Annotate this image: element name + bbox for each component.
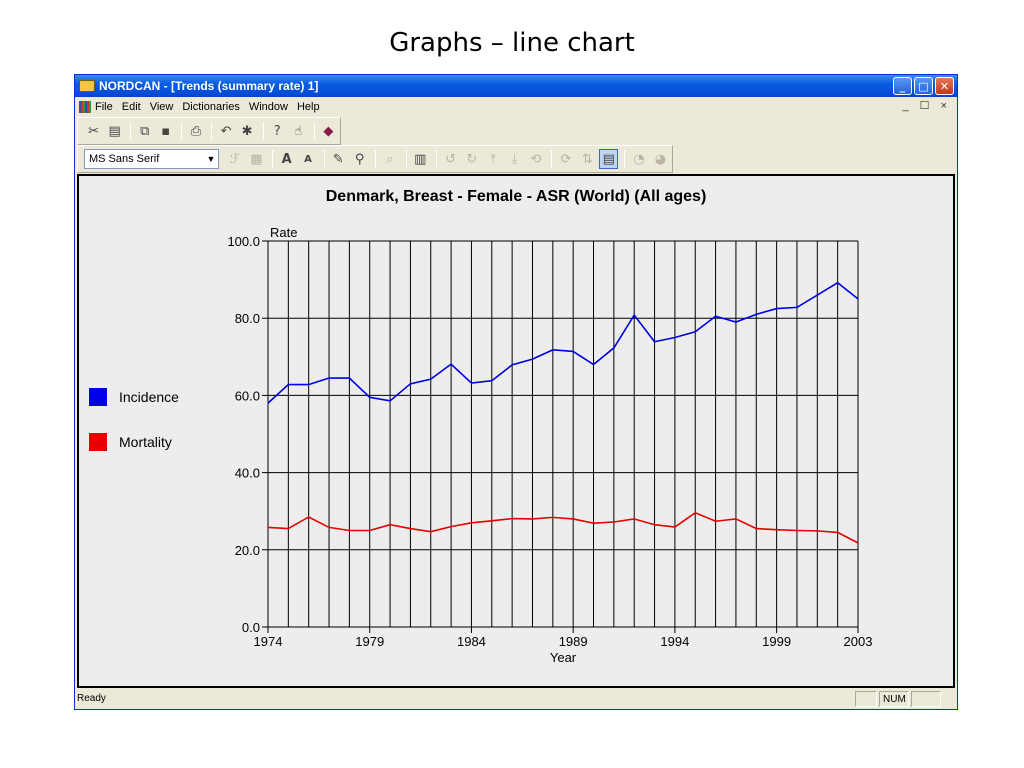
font-shrink-icon[interactable]: A [304,153,312,165]
rotate-up-icon[interactable]: ⤒ [490,151,497,167]
book-icon[interactable]: ◆ [323,123,334,139]
pie-explode-icon[interactable]: ◕ [654,151,667,167]
x-tick-label: 1994 [660,634,689,649]
y-tick-label: 20.0 [235,543,260,558]
menu-dictionaries[interactable]: Dictionaries [182,100,240,113]
slide-title: Graphs – line chart [389,28,635,58]
line-chart: 0.0 20.0 40.0 60.0 80.0 100.0 1974 1979 1984 1989… [227,225,873,665]
close-button[interactable]: ✕ [935,77,954,95]
legend-item-mortality: Mortality [89,433,179,451]
rotate-left-icon[interactable]: ↺ [445,151,456,167]
format-toolbar: MS Sans Serif ▼ ℱ ▦ A A ✎ ⚲ ⌕ ▥ ↺ ↻ ⤒ ⤓ … [77,145,673,173]
main-toolbar: ✂ ▤ ⧉ ▪ ⎙ ↶ ✱ ? ☝ ◆ [77,117,341,145]
toolbar-separator [262,122,264,140]
toolbar-separator [551,150,553,168]
font-select-value: MS Sans Serif [89,153,160,165]
app-icon [79,80,95,92]
y-tick-label: 40.0 [235,466,260,481]
format-icon[interactable]: ⚲ [354,151,365,167]
pie-icon[interactable]: ◔ [633,151,645,167]
toolbar-separator [181,122,183,140]
x-tick-label: 1979 [355,634,384,649]
undo-icon[interactable]: ↶ [220,123,232,139]
series-line-mortality [267,511,859,544]
table-icon[interactable]: ▥ [414,151,427,167]
legend-item-incidence: Incidence [89,388,179,406]
toolbar-separator [130,122,132,140]
perspective-icon[interactable]: ⟳ [560,151,572,167]
toolbar-separator [375,150,377,168]
window-controls: _ □ ✕ [893,77,954,95]
bug-icon[interactable]: ✱ [241,123,253,139]
maximize-button[interactable]: □ [914,77,933,95]
toolbar-separator [211,122,213,140]
cut-icon[interactable]: ✂ [88,123,99,139]
toolbar-separator [272,150,273,168]
menu-edit[interactable]: Edit [121,100,141,113]
help-icon[interactable]: ? [273,123,281,139]
toolbar-separator [435,150,437,168]
series-line-incidence [267,281,859,404]
y-axis-label: Rate [270,225,297,240]
zoom-icon[interactable]: ⌕ [386,151,394,167]
x-tick-label: 1999 [762,634,791,649]
toolbar-separator [313,122,315,140]
chart-area: Denmark, Breast - Female - ASR (World) (… [77,174,955,688]
x-tick-label: 1989 [559,634,588,649]
pointer-icon[interactable]: ☝ [294,123,303,139]
menu-view[interactable]: View [149,100,174,113]
y-tick-label: 0.0 [242,620,260,635]
status-pane-empty [855,691,877,707]
x-tick-label: 1974 [254,634,283,649]
rotate-down-icon[interactable]: ⤓ [511,151,518,167]
chart-icon[interactable]: ▤ [108,123,121,139]
y-tick-label: 100.0 [227,234,260,249]
y-tick-label: 60.0 [235,388,260,403]
font-select[interactable]: MS Sans Serif ▼ [84,149,220,169]
print-icon[interactable]: ⎙ [190,123,202,139]
legend-label-mortality: Mortality [119,434,172,450]
menu-help[interactable]: Help [296,100,320,113]
x-tick-label: 1984 [457,634,486,649]
grid-icon[interactable]: ▦ [250,151,263,167]
legend-swatch-incidence [89,388,107,406]
paint-icon[interactable]: ✎ [332,151,344,167]
menu-bar: File Edit View Dictionaries Window Help … [75,97,957,116]
menu-file[interactable]: File [95,100,113,113]
toolbar-separator [323,150,325,168]
nordcan-window: NORDCAN - [Trends (summary rate) 1] _ □ … [74,74,958,710]
save-icon[interactable]: ▪ [161,123,171,139]
legend-label-incidence: Incidence [119,389,179,405]
tilt-icon[interactable]: ⟲ [530,151,542,167]
toolbar-separator [624,150,626,168]
depth-icon[interactable]: ⇅ [581,151,593,167]
x-tick-label: 2003 [844,634,873,649]
font-icon[interactable]: ℱ [229,151,241,167]
minimize-button[interactable]: _ [893,77,912,95]
status-pane-scroll [911,691,941,707]
copy-icon[interactable]: ⧉ [140,123,150,139]
mdi-controls[interactable]: _ ☐ × [902,100,951,112]
y-tick-label: 80.0 [235,311,260,326]
legend-icon[interactable]: ▤ [599,149,619,169]
menu-window[interactable]: Window [248,100,288,113]
chart-legend: Incidence Mortality [89,388,179,478]
document-icon[interactable] [79,100,91,113]
toolbar-separator [405,150,407,168]
window-title: NORDCAN - [Trends (summary rate) 1] [99,79,319,93]
status-bar: Ready NUM [75,689,957,709]
status-text: Ready [77,693,106,704]
x-axis-label: Year [550,650,577,665]
legend-swatch-mortality [89,433,107,451]
status-pane-num: NUM [879,691,909,707]
chevron-down-icon[interactable]: ▼ [206,154,216,164]
rotate-right-icon[interactable]: ↻ [466,151,478,167]
font-grow-icon[interactable]: A [281,151,292,167]
title-bar[interactable]: NORDCAN - [Trends (summary rate) 1] _ □ … [75,75,957,97]
chart-title: Denmark, Breast - Female - ASR (World) (… [325,188,707,205]
